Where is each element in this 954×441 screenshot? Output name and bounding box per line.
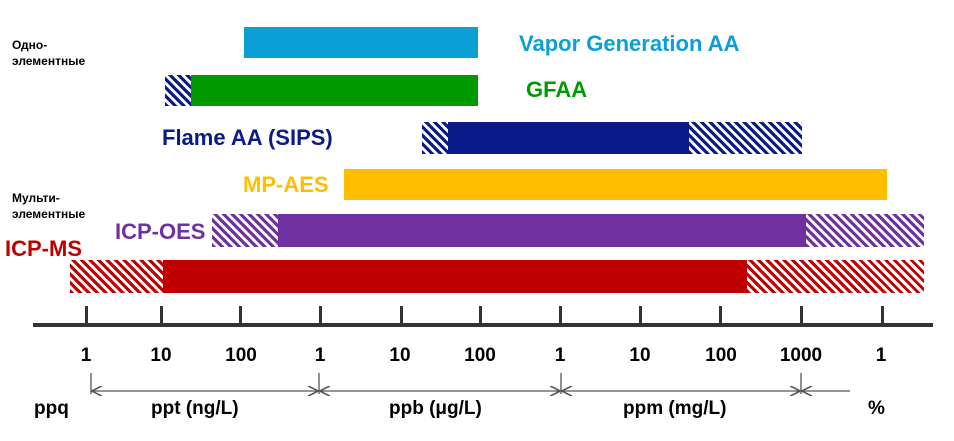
axis-tick bbox=[639, 306, 642, 325]
icp-oes-bar-hatched-left bbox=[212, 214, 278, 247]
axis-tick bbox=[85, 306, 88, 325]
multi-line-1: Мульти- bbox=[12, 191, 60, 205]
icp-oes-bar bbox=[278, 214, 806, 247]
unit-ppb: ppb (μg/L) bbox=[389, 398, 482, 419]
axis-tick bbox=[239, 306, 242, 325]
unit-percent: % bbox=[868, 398, 885, 419]
tick-label: 1000 bbox=[779, 345, 823, 366]
vapor-generation-aa-label: Vapor Generation AA bbox=[519, 31, 740, 56]
icp-ms-bar bbox=[163, 260, 747, 293]
multi-line-2: элементные bbox=[12, 207, 86, 221]
icp-ms-bar-hatched-left bbox=[70, 260, 163, 293]
mp-aes-bar bbox=[344, 169, 887, 200]
unit-ppt: ppt (ng/L) bbox=[151, 398, 239, 419]
single-element-group-label: Одно- элементные bbox=[12, 37, 85, 69]
tick-label: 100 bbox=[705, 345, 737, 366]
gfaa-bar bbox=[191, 75, 478, 106]
gfaa-bar-hatched-segment bbox=[165, 75, 191, 106]
axis-tick bbox=[319, 306, 322, 325]
flame-aa-bar-hatched-right bbox=[689, 122, 802, 154]
icp-ms-bar-hatched-right bbox=[747, 260, 924, 293]
tick-label: 1 bbox=[80, 345, 92, 366]
tick-label: 10 bbox=[389, 345, 411, 366]
gfaa-label: GFAA bbox=[526, 77, 588, 102]
tick-label: 10 bbox=[150, 345, 172, 366]
tick-label: 100 bbox=[464, 345, 496, 366]
axis-tick bbox=[479, 306, 482, 325]
icp-oes-label: ICP-OES bbox=[115, 219, 206, 244]
flame-aa-bar-hatched-left bbox=[422, 122, 448, 154]
axis-tick bbox=[400, 306, 403, 325]
flame-aa-label: Flame AA (SIPS) bbox=[162, 125, 333, 150]
concentration-axis-line bbox=[33, 323, 933, 327]
icp-ms-label: ICP-MS bbox=[5, 236, 82, 261]
single-line-2: элементные bbox=[12, 54, 86, 68]
axis-tick bbox=[559, 306, 562, 325]
multi-element-group-label: Мульти- элементные bbox=[12, 190, 85, 222]
axis-tick bbox=[719, 306, 722, 325]
tick-label: 1 bbox=[875, 345, 887, 366]
single-line-1: Одно- bbox=[12, 38, 48, 52]
axis-tick bbox=[800, 306, 803, 325]
unit-ppq: ppq bbox=[34, 398, 69, 419]
axis-tick bbox=[160, 306, 163, 325]
vapor-generation-aa-bar bbox=[244, 27, 478, 58]
axis-tick bbox=[881, 306, 884, 325]
mp-aes-label: MP-AES bbox=[243, 172, 329, 197]
tick-label: 1 bbox=[554, 345, 566, 366]
unit-ppm: ppm (mg/L) bbox=[623, 398, 727, 419]
icp-oes-bar-hatched-right bbox=[806, 214, 924, 247]
tick-label: 1 bbox=[314, 345, 326, 366]
flame-aa-bar bbox=[448, 122, 689, 154]
tick-label: 100 bbox=[225, 345, 257, 366]
tick-label: 10 bbox=[629, 345, 651, 366]
